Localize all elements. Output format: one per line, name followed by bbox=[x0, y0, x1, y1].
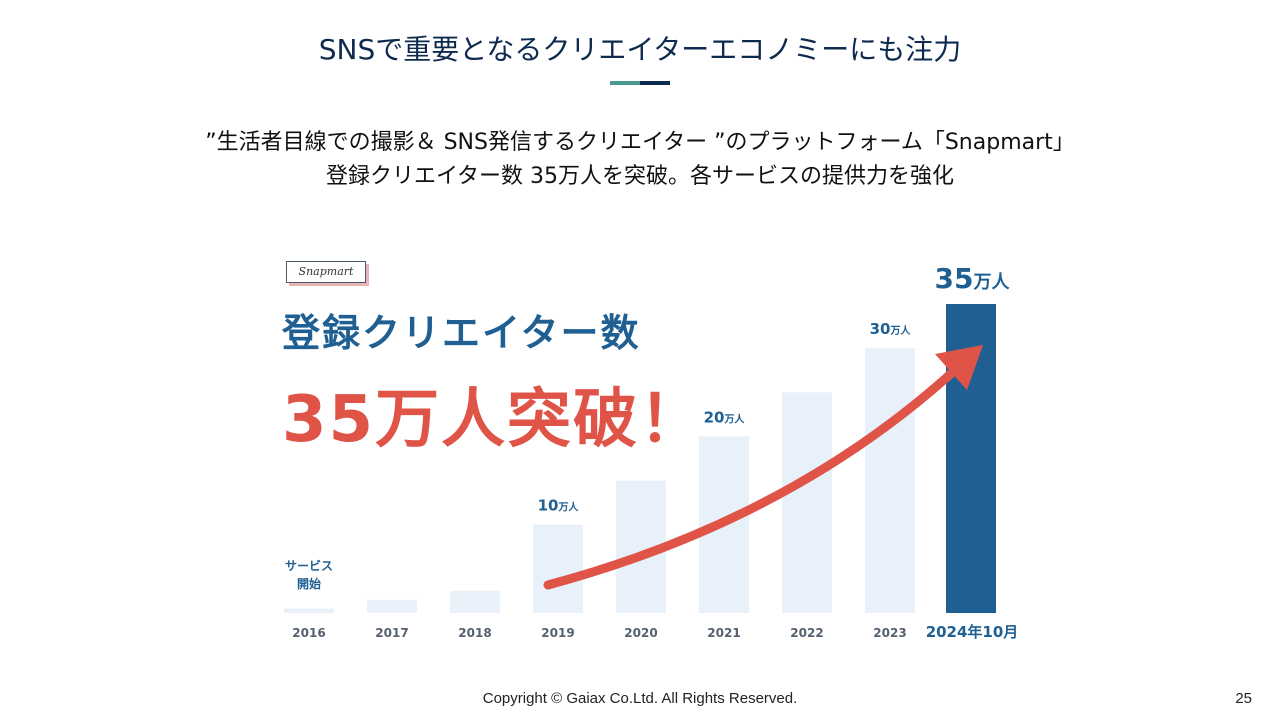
page-title: SNSで重要となるクリエイターエコノミーにも注力 bbox=[318, 33, 962, 66]
subtitle-line-1: ”生活者目線での撮影＆ SNS発信するクリエイター ”のプラットフォーム「Sna… bbox=[205, 130, 1075, 155]
title-underline-teal bbox=[610, 81, 640, 85]
x-tick-label: 2023 bbox=[873, 626, 906, 640]
data-label: 30万人 bbox=[870, 320, 912, 338]
data-label: 35万人 bbox=[935, 262, 1011, 295]
x-tick-label: 2019 bbox=[541, 626, 574, 640]
subtitle-line-2: 登録クリエイター数 35万人を突破。各サービスの提供力を強化 bbox=[325, 164, 955, 189]
bar-2019 bbox=[533, 524, 583, 613]
service-start-label: サービス bbox=[285, 558, 333, 573]
x-tick-label: 2016 bbox=[292, 626, 325, 640]
title-underline-navy bbox=[640, 81, 670, 85]
x-tick-label: 2018 bbox=[458, 626, 491, 640]
data-label: 20万人 bbox=[704, 408, 746, 426]
page-number: 25 bbox=[1235, 690, 1252, 707]
bar-2018 bbox=[450, 590, 500, 613]
x-tick-label: 2024年10月 bbox=[926, 623, 1019, 641]
x-tick-label: 2017 bbox=[375, 626, 408, 640]
x-tick-label: 2022 bbox=[790, 626, 823, 640]
bar-2017 bbox=[367, 599, 417, 613]
headline-milestone: 35万人突破！ bbox=[282, 383, 706, 457]
data-label: 10万人 bbox=[538, 497, 580, 515]
service-start-label: 開始 bbox=[297, 576, 321, 591]
bar-2022 bbox=[782, 392, 832, 613]
copyright-footer: Copyright © Gaiax Co.Ltd. All Rights Res… bbox=[482, 690, 798, 707]
trend-arrow-shaft bbox=[543, 365, 960, 590]
headline-registered-creators: 登録クリエイター数 bbox=[282, 311, 641, 355]
x-tick-label: 2020 bbox=[624, 626, 657, 640]
trend-arrow-head bbox=[935, 345, 983, 390]
snapmart-logo: Snapmart bbox=[286, 261, 366, 283]
bar-2023 bbox=[865, 348, 915, 613]
bar-2016 bbox=[284, 608, 334, 613]
x-tick-label: 2021 bbox=[707, 626, 740, 640]
